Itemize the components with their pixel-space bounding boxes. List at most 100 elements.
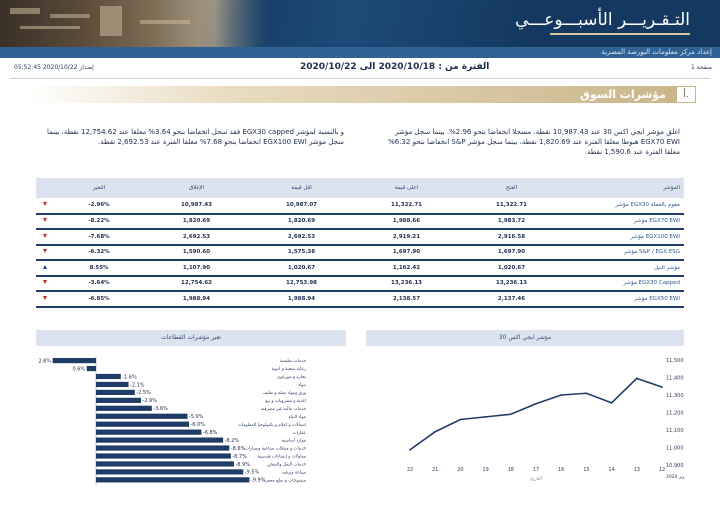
cell-low: 1,820.69 xyxy=(249,213,354,230)
arrow-down-icon xyxy=(43,249,47,254)
egx30-line-chart: 10,900 11,000 11,100 11,200 11,300 11,400 11,5… xyxy=(407,358,684,482)
sectors-panel-title: تغير مؤشرات القطاعات xyxy=(36,330,346,346)
x-tick-label: 17 xyxy=(533,467,539,473)
cell-index-name: مؤشر EGX50 EWI xyxy=(564,291,684,308)
sector-value-label: -1.6% xyxy=(122,374,137,380)
x-tick-label: 19 xyxy=(482,467,488,473)
sector-bar xyxy=(52,358,96,364)
arrow-down-icon xyxy=(43,295,47,300)
cell-open: 1,697.90 xyxy=(459,244,564,261)
divider xyxy=(10,78,710,79)
sector-value-label: -8.2% xyxy=(225,438,240,444)
y-tick-label: 11,000 xyxy=(666,446,684,452)
cell-close: 1,107.90 xyxy=(144,260,249,277)
table-row: -7.68% 2,692.53 2,692.53 2,919.21 2,916.58 مؤ… xyxy=(36,229,684,246)
sector-category-label: اغذية و مشروبات و تبغ xyxy=(265,399,306,404)
cell-low: 1,020.67 xyxy=(249,260,354,277)
cell-index-name: مؤشر النيل xyxy=(564,260,684,277)
sector-value-label: -8.6% xyxy=(231,446,246,452)
cell-close: 2,692.53 xyxy=(144,229,249,246)
sector-value-label: -2.5% xyxy=(136,390,151,396)
x-tick-label: 21 xyxy=(432,467,438,473)
cell-change: -6.32% xyxy=(54,244,144,261)
sector-bar xyxy=(96,429,202,435)
egx30-panel-title: مؤشر ايجي اكس 30 xyxy=(366,330,684,346)
egx30-data-point xyxy=(585,392,588,395)
x-tick-label: 14 xyxy=(608,467,614,473)
section-header: مؤشرات السوق أ. xyxy=(24,86,696,103)
cell-low: 2,692.53 xyxy=(249,229,354,246)
y-tick-label: 11,500 xyxy=(666,358,684,364)
cell-high: 11,322.71 xyxy=(354,198,459,215)
table-row: -6.32% 1,590.60 1,575.38 1,697.90 1,697.90 مؤ… xyxy=(36,244,684,261)
sector-bar xyxy=(96,445,230,451)
sector-category-label: موارد اساسية xyxy=(282,439,306,444)
sector-value-label: -8.7% xyxy=(232,454,247,460)
report-banner: التـقـريـــر الأسبـــوعـــي إعداد مركز م… xyxy=(0,0,720,58)
arrow-down-icon xyxy=(43,202,47,207)
sector-category-label: خدمات النقل والشحن xyxy=(267,463,306,468)
cell-change: -3.64% xyxy=(54,275,144,292)
sector-category-label: خدمات مالية غير مصرفية xyxy=(261,407,306,412)
sector-category-label: مواد البناء xyxy=(289,415,306,420)
change-arrow-icon xyxy=(36,198,54,215)
header-open: الفتح xyxy=(459,178,564,198)
arrow-up-icon xyxy=(43,264,47,269)
sector-category-label: منسوجات و سلع معمرة xyxy=(263,478,306,483)
table-row: 8.55% 1,107.90 1,020.67 1,162.42 1,020.67 مؤش… xyxy=(36,260,684,277)
x-tick-label: 15 xyxy=(583,467,589,473)
cell-close: 1,820.69 xyxy=(144,213,249,230)
cell-index-name: مؤشر S&P / EGX ESG xyxy=(564,244,684,261)
x-tick-label: 22 xyxy=(407,467,413,473)
sector-bar xyxy=(96,453,231,459)
x-tick-label: 12 xyxy=(659,467,665,473)
indices-table: التغير الإغلاق اقل قيمة اعلى قيمة الفتح … xyxy=(36,178,684,308)
banner-subtitle-strip: إعداد مركز معلومات البورصة المصرية xyxy=(0,47,720,58)
cell-low: 10,987.07 xyxy=(249,198,354,215)
cell-change: -2.96% xyxy=(54,198,144,215)
egx30-data-point xyxy=(434,430,437,433)
report-subtitle: إعداد مركز معلومات البورصة المصرية xyxy=(601,48,712,56)
egx30-data-point xyxy=(610,401,613,404)
y-tick-label: 10,900 xyxy=(666,463,684,469)
cell-high: 1,162.42 xyxy=(354,260,459,277)
table-row: -6.85% 1,988.94 1,988.94 2,138.57 2,137.46 مؤ… xyxy=(36,291,684,308)
arrow-down-icon xyxy=(43,233,47,238)
sector-bar xyxy=(96,469,244,475)
sector-value-label: -3.6% xyxy=(153,406,168,412)
report-period: الفترة من : 2020/10/18 الى 2020/10/22 xyxy=(300,62,490,72)
cell-low: 1,988.94 xyxy=(249,291,354,308)
cell-high: 1,697.90 xyxy=(354,244,459,261)
title-underline xyxy=(550,33,690,35)
cell-close: 12,754.62 xyxy=(144,275,249,292)
table-header-row: التغير الإغلاق اقل قيمة اعلى قيمة الفتح … xyxy=(36,178,684,198)
cell-index-name: مؤشر EGX30 مقوم بالعملة xyxy=(564,198,684,215)
section-number: أ. xyxy=(676,86,696,103)
cell-change: -8.22% xyxy=(54,213,144,230)
sector-bar xyxy=(96,397,141,403)
cell-low: 1,575.38 xyxy=(249,244,354,261)
egx30-data-point xyxy=(535,402,537,405)
header-arrow-col xyxy=(36,178,54,198)
header-high: اعلى قيمة xyxy=(354,178,459,198)
cell-index-name: مؤشر EGX100 EWI xyxy=(564,229,684,246)
report-title: التـقـريـــر الأسبـــوعـــي xyxy=(515,10,690,30)
cell-open: 2,916.58 xyxy=(459,229,564,246)
sector-bar xyxy=(96,413,188,419)
cell-high: 2,138.57 xyxy=(354,291,459,308)
y-tick-label: 11,300 xyxy=(666,393,684,399)
header-index: المؤشر xyxy=(564,178,684,198)
header-change: التغير xyxy=(54,178,144,198)
table-row: -3.64% 12,754.62 12,753.98 13,236.13 13,236.… xyxy=(36,275,684,292)
cell-index-name: مؤشر EGX30 Capped xyxy=(564,275,684,292)
x-corner-label: اكتوبر 2020 xyxy=(666,474,684,480)
x-tick-label: 13 xyxy=(634,467,640,473)
sector-bar xyxy=(96,381,129,388)
arrow-down-icon xyxy=(43,280,47,285)
cell-open: 2,137.46 xyxy=(459,291,564,308)
sector-category-label: تجارة و موزعون xyxy=(277,375,307,380)
egx30-data-point xyxy=(560,394,563,396)
sector-value-label: -2.1% xyxy=(130,382,145,388)
sector-value-label: -9.9% xyxy=(251,478,266,484)
sector-value-label: -6.8% xyxy=(203,430,218,436)
